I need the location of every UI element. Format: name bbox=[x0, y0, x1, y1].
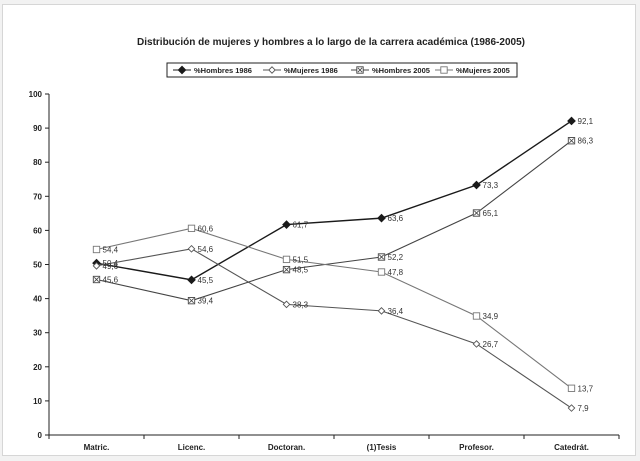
data-point bbox=[187, 244, 196, 253]
data-label: 60,6 bbox=[198, 224, 214, 233]
x-category-label: (1)Tesis bbox=[367, 443, 397, 452]
data-label: 61,7 bbox=[293, 221, 309, 230]
data-label: 7,9 bbox=[578, 404, 590, 413]
data-label: 51,5 bbox=[293, 255, 309, 264]
y-tick-label: 50 bbox=[33, 261, 42, 270]
legend-marker bbox=[177, 65, 187, 75]
y-tick-label: 30 bbox=[33, 329, 42, 338]
data-point bbox=[472, 209, 481, 217]
series-layer: 50,445,561,763,673,392,149,654,638,336,4… bbox=[92, 116, 594, 413]
data-label: 45,6 bbox=[103, 276, 119, 285]
data-label: 86,3 bbox=[578, 137, 594, 146]
series-line bbox=[96, 140, 572, 302]
legend-marker bbox=[356, 66, 364, 74]
legend-marker bbox=[440, 66, 448, 74]
data-label: 63,6 bbox=[388, 214, 404, 223]
legend-marker bbox=[268, 66, 276, 74]
legend-item: %Hombres 2005 bbox=[351, 66, 430, 75]
data-label: 47,8 bbox=[388, 268, 404, 277]
data-label: 52,2 bbox=[388, 253, 404, 262]
x-category-label: Profesor. bbox=[459, 443, 494, 452]
data-label: 65,1 bbox=[483, 209, 499, 218]
x-category-label: Licenc. bbox=[178, 443, 206, 452]
data-point bbox=[567, 404, 576, 412]
data-label: 34,9 bbox=[483, 312, 499, 321]
data-label: 39,4 bbox=[198, 297, 214, 306]
y-tick-label: 70 bbox=[33, 192, 42, 201]
data-point bbox=[377, 307, 386, 315]
data-label: 92,1 bbox=[578, 117, 594, 126]
legend-label: %Hombres 2005 bbox=[372, 66, 430, 75]
x-category-label: Doctoran. bbox=[268, 443, 305, 452]
axes: 0 10 20 30 40 50 60 70 80 90 100 Matric. Licenc. Doct… bbox=[29, 90, 620, 452]
data-point bbox=[567, 137, 576, 145]
legend-item: %Mujeres 2005 bbox=[435, 66, 510, 75]
y-tick-label: 40 bbox=[33, 295, 42, 304]
legend-label: %Mujeres 2005 bbox=[456, 66, 510, 75]
y-tick-label: 80 bbox=[33, 158, 42, 167]
series-3: 45,6 39,4 48,5 52,2 65,1 86,3 bbox=[92, 137, 594, 306]
y-tick-label: 90 bbox=[33, 124, 42, 133]
legend-item: %Hombres 1986 bbox=[173, 65, 252, 75]
data-point bbox=[282, 255, 291, 264]
data-label: 36,4 bbox=[388, 307, 404, 316]
data-point bbox=[187, 224, 196, 233]
y-tick-label: 0 bbox=[38, 431, 43, 440]
data-label: 26,7 bbox=[483, 340, 499, 349]
data-point bbox=[282, 220, 291, 229]
data-point bbox=[92, 262, 101, 270]
data-point bbox=[92, 275, 101, 284]
data-point bbox=[377, 253, 386, 261]
data-point bbox=[567, 116, 576, 126]
y-tick-label: 100 bbox=[29, 90, 43, 99]
data-point bbox=[92, 245, 101, 254]
data-point bbox=[282, 265, 291, 274]
series-1: 50,445,561,763,673,392,1 bbox=[92, 116, 594, 285]
y-tick-label: 60 bbox=[33, 226, 42, 235]
data-label: 45,5 bbox=[198, 276, 214, 285]
series-line bbox=[96, 120, 572, 281]
data-point bbox=[472, 340, 481, 348]
series-line bbox=[96, 248, 572, 409]
y-tick-label: 10 bbox=[33, 397, 42, 406]
legend-label: %Hombres 1986 bbox=[194, 66, 252, 75]
data-label: 49,6 bbox=[103, 262, 119, 271]
data-label: 13,7 bbox=[578, 384, 594, 393]
data-label: 73,3 bbox=[483, 181, 499, 190]
data-point bbox=[377, 213, 386, 223]
chart-frame: Distribución de mujeres y hombres a lo l… bbox=[2, 4, 636, 456]
data-label: 54,4 bbox=[103, 245, 119, 254]
data-point bbox=[187, 296, 196, 305]
chart-title: Distribución de mujeres y hombres a lo l… bbox=[137, 37, 525, 48]
line-chart: Distribución de mujeres y hombres a lo l… bbox=[29, 37, 620, 452]
data-point bbox=[377, 268, 386, 276]
data-point bbox=[187, 275, 196, 285]
series-2: 49,6 54,6 38,3 36,4 26,7 7,9 bbox=[92, 244, 590, 413]
series-line bbox=[96, 227, 572, 389]
x-category-label: Matric. bbox=[84, 443, 110, 452]
data-label: 38,3 bbox=[293, 300, 309, 309]
x-category-label: Catedrát. bbox=[554, 443, 589, 452]
data-point bbox=[282, 300, 291, 309]
data-label: 48,5 bbox=[293, 266, 309, 275]
legend-item: %Mujeres 1986 bbox=[263, 66, 338, 75]
legend-label: %Mujeres 1986 bbox=[284, 66, 338, 75]
y-tick-label: 20 bbox=[33, 363, 42, 372]
data-point bbox=[472, 312, 481, 320]
data-point bbox=[472, 180, 481, 190]
series-4: 54,4 60,6 51,5 47,8 34,9 13,7 bbox=[92, 224, 594, 393]
data-point bbox=[567, 384, 576, 392]
data-label: 54,6 bbox=[198, 245, 214, 254]
legend-box bbox=[166, 62, 518, 78]
legend: %Hombres 1986 %Mujeres 1986 %Hombres 2005%… bbox=[166, 62, 518, 78]
